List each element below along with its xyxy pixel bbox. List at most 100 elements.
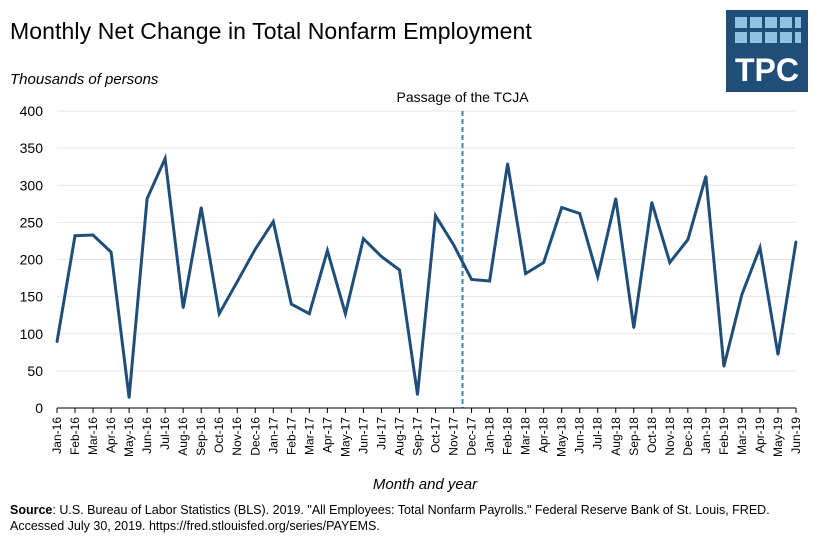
x-tick-label: Jan-17 xyxy=(266,417,280,454)
data-point xyxy=(236,280,239,283)
y-tick-label: 150 xyxy=(20,289,44,305)
x-tick-label: Apr-18 xyxy=(537,417,551,453)
x-tick-label: Feb-16 xyxy=(68,417,82,455)
data-point xyxy=(452,243,455,246)
x-tick-label: Jun-18 xyxy=(573,417,587,454)
data-point xyxy=(524,272,527,275)
x-tick-label: Dec-16 xyxy=(248,417,262,456)
x-tick-label: Nov-18 xyxy=(663,417,677,456)
data-point xyxy=(398,268,401,272)
y-tick-label: 200 xyxy=(20,252,44,268)
data-point xyxy=(794,240,798,243)
x-tick-label: May-19 xyxy=(771,417,785,457)
y-tick-label: 0 xyxy=(35,400,43,416)
source-label: Source xyxy=(10,503,53,517)
x-tick-label: Feb-19 xyxy=(717,417,731,455)
chart-title: Monthly Net Change in Total Nonfarm Empl… xyxy=(10,18,532,44)
data-point xyxy=(704,175,708,178)
x-tick-label: May-18 xyxy=(555,417,569,457)
data-point xyxy=(109,250,113,254)
data-point xyxy=(668,261,672,264)
data-point xyxy=(488,279,491,283)
y-tick-label: 50 xyxy=(27,363,43,379)
data-point xyxy=(776,353,780,356)
x-tick-label: Apr-16 xyxy=(104,417,118,453)
data-point xyxy=(650,201,654,204)
x-tick-label: Aug-16 xyxy=(176,417,190,456)
data-point xyxy=(632,326,635,330)
x-tick-label: Sep-18 xyxy=(627,417,641,456)
data-point xyxy=(416,393,419,396)
x-tick-label: Dec-18 xyxy=(681,417,695,456)
data-point xyxy=(272,220,275,223)
data-point xyxy=(506,162,509,165)
x-tick-label: Dec-17 xyxy=(465,417,479,456)
data-point xyxy=(614,197,617,200)
source-note: Source: U.S. Bureau of Labor Statistics … xyxy=(10,502,810,534)
y-tick-label: 400 xyxy=(20,103,44,119)
x-tick-label: Mar-16 xyxy=(86,417,100,455)
x-tick-label: Aug-17 xyxy=(392,417,406,456)
x-tick-label: Jun-17 xyxy=(356,417,370,454)
data-point xyxy=(326,249,329,252)
x-tick-label: Feb-17 xyxy=(284,417,298,455)
data-point xyxy=(362,237,365,240)
source-text: : U.S. Bureau of Labor Statistics (BLS).… xyxy=(10,503,770,533)
x-tick-label: Mar-19 xyxy=(735,417,749,455)
x-tick-label: Mar-18 xyxy=(519,417,533,455)
x-tick-label: Nov-16 xyxy=(230,417,244,456)
x-tick-label: Jun-16 xyxy=(140,417,154,454)
x-tick-label: Jul-17 xyxy=(374,417,388,450)
x-tick-label: Oct-17 xyxy=(429,417,443,453)
data-point xyxy=(380,255,383,258)
data-point xyxy=(344,312,347,315)
tcja-annotation-label: Passage of the TCJA xyxy=(397,89,530,105)
x-tick-label: Sep-16 xyxy=(194,417,208,456)
data-point xyxy=(218,312,221,315)
data-point xyxy=(145,197,149,200)
data-point xyxy=(181,306,185,309)
x-tick-label: Mar-17 xyxy=(302,417,316,455)
x-tick-label: Jun-19 xyxy=(789,417,803,454)
data-point xyxy=(254,247,257,251)
data-point xyxy=(308,312,311,315)
data-point xyxy=(199,206,203,209)
x-tick-label: Oct-18 xyxy=(645,417,659,453)
x-tick-label: May-16 xyxy=(122,417,136,457)
data-point xyxy=(73,234,77,237)
data-point xyxy=(740,293,744,296)
y-tick-label: 100 xyxy=(20,326,44,342)
x-tick-label: Nov-17 xyxy=(447,417,461,456)
x-tick-label: Jan-18 xyxy=(483,417,497,454)
data-point xyxy=(596,275,599,278)
data-point xyxy=(470,278,473,281)
x-tick-label: May-17 xyxy=(338,417,352,457)
x-tick-label: Aug-18 xyxy=(609,417,623,456)
x-tick-label: Apr-17 xyxy=(320,417,334,453)
series-line xyxy=(55,152,798,398)
y-tick-label: 350 xyxy=(20,140,44,156)
logo-text: TPC xyxy=(735,52,799,88)
x-tick-label: Feb-18 xyxy=(501,417,515,455)
x-axis-label: Month and year xyxy=(373,476,478,493)
data-point xyxy=(434,214,437,217)
y-tick-label: 300 xyxy=(20,177,44,193)
data-point xyxy=(722,365,726,368)
x-tick-label: Sep-17 xyxy=(410,417,424,456)
x-tick-label: Jul-16 xyxy=(158,417,172,450)
data-point xyxy=(578,212,581,215)
y-tick-label: 250 xyxy=(20,214,44,230)
y-axis-label: Thousands of persons xyxy=(10,71,159,88)
line-chart: 0 50 100 150 200 250 300 350 400 Passage of the … xyxy=(20,89,803,493)
x-tick-label: Jul-18 xyxy=(591,417,605,450)
x-tick-label: Apr-19 xyxy=(753,417,767,453)
data-point xyxy=(758,246,762,249)
x-tick-label: Jan-16 xyxy=(50,417,64,454)
tpc-logo: TPC xyxy=(726,10,808,92)
data-point xyxy=(542,261,545,264)
data-point xyxy=(127,396,131,399)
data-point xyxy=(290,302,293,306)
data-point xyxy=(55,340,59,344)
data-point xyxy=(163,157,167,160)
data-point xyxy=(91,233,95,237)
